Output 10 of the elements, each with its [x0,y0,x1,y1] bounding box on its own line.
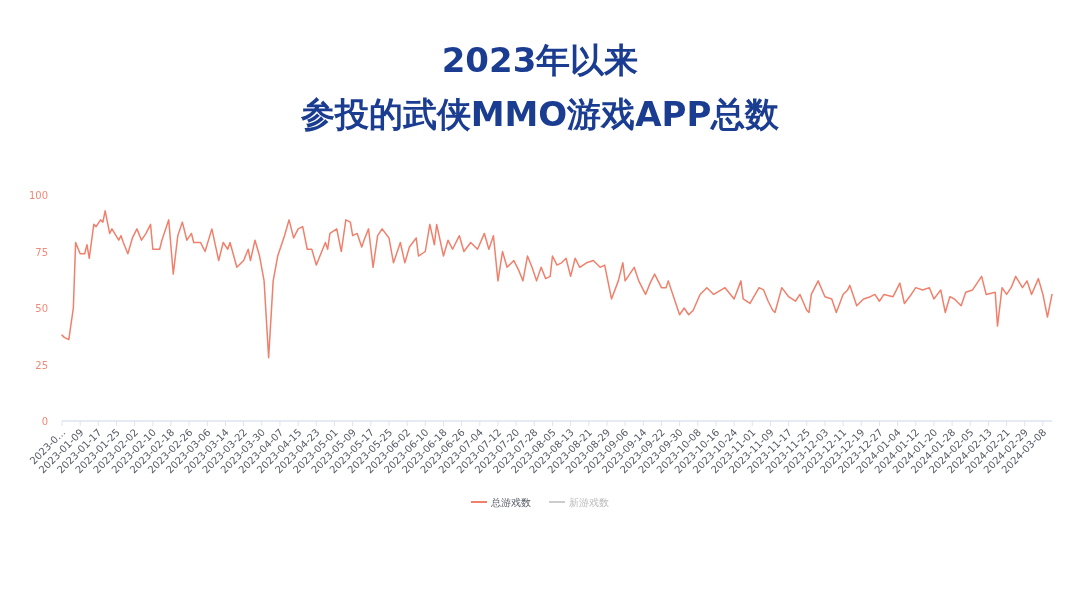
y-tick-label: 0 [41,416,48,427]
legend-label: 新游戏数 [569,497,609,508]
y-tick-label: 25 [35,359,48,371]
legend-label: 总游戏数 [490,497,531,508]
y-tick-label: 50 [35,303,48,314]
y-tick-label: 75 [35,246,48,258]
chart-subtitle: 参投的武侠MMO游戏APP总数 [299,94,781,134]
y-tick-label: 100 [28,190,48,201]
chart-title: 2023年以来 [441,40,639,80]
line-series [61,210,1053,359]
